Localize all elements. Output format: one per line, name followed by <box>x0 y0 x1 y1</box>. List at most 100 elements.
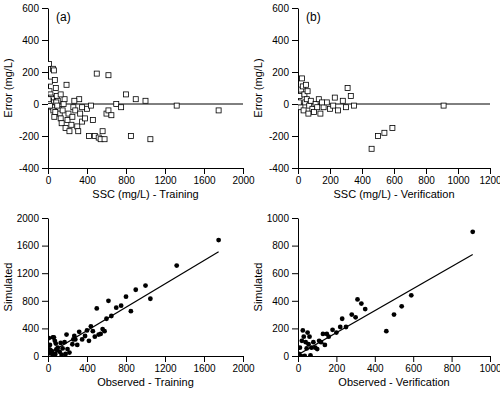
trend-line <box>48 252 219 354</box>
y-tick-label: 0 <box>283 351 289 362</box>
point <box>124 92 129 97</box>
point <box>65 118 70 123</box>
x-tick-label: 0 <box>296 363 302 374</box>
y-tick: 2000 <box>17 213 48 224</box>
point <box>55 103 60 108</box>
y-tick: 600 <box>272 268 298 279</box>
y-tick: 200 <box>22 67 48 78</box>
x-tick: 1000 <box>447 168 470 186</box>
point <box>106 108 111 113</box>
point <box>70 342 75 347</box>
y-tick-label: 400 <box>22 323 39 334</box>
x-tick-label: 1200 <box>154 363 177 374</box>
y-tick: 0 <box>283 99 298 110</box>
x-tick-label: 0 <box>46 363 52 374</box>
point <box>352 103 357 108</box>
x-tick-label: 800 <box>118 175 135 186</box>
y-tick-label: 400 <box>272 296 289 307</box>
point <box>344 105 349 110</box>
y-axis-title: Simulated <box>252 263 264 312</box>
x-tick-label: 200 <box>329 363 346 374</box>
x-tick: 800 <box>444 356 461 374</box>
y-tick-mark <box>42 246 48 247</box>
x-tick-label: 600 <box>405 363 422 374</box>
x-axis-title: SSC (mg/L) - Training <box>92 188 198 200</box>
point <box>300 76 305 81</box>
point <box>128 134 133 139</box>
x-tick-label: 0 <box>296 175 302 186</box>
x-tick-label: 2000 <box>232 175 255 186</box>
y-tick-label: 1600 <box>17 240 40 251</box>
point <box>340 316 345 321</box>
point <box>332 95 337 100</box>
x-tick-label: 2000 <box>232 363 255 374</box>
point <box>216 108 221 113</box>
point <box>100 129 105 134</box>
y-axis-title: Simulated <box>2 263 14 312</box>
point <box>305 89 310 94</box>
y-tick-mark <box>42 356 48 357</box>
x-tick-mark <box>204 168 205 174</box>
y-tick: -200 <box>269 131 298 142</box>
x-tick: 800 <box>418 168 435 186</box>
y-tick-label: 800 <box>272 240 289 251</box>
y-axis: -400-2000200400600 <box>269 3 299 174</box>
point <box>311 340 316 345</box>
point <box>114 305 119 310</box>
x-tick-mark <box>452 356 453 362</box>
y-tick-mark <box>292 40 298 41</box>
x-tick-label: 400 <box>354 175 371 186</box>
point <box>340 98 345 103</box>
x-tick-mark <box>426 168 427 174</box>
x-tick-label: 1600 <box>193 363 216 374</box>
x-tick-mark <box>375 356 376 362</box>
point <box>148 137 153 142</box>
point <box>48 62 51 67</box>
x-axis: 0400800120016002000 <box>46 356 255 374</box>
point <box>51 68 56 73</box>
x-tick-label: 1200 <box>154 175 177 186</box>
plot-area <box>298 229 475 356</box>
y-tick-label: 2000 <box>17 213 40 224</box>
point <box>345 86 350 91</box>
point <box>52 114 57 119</box>
x-tick-mark <box>126 356 127 362</box>
y-axis: -400-2000200400600 <box>19 3 49 174</box>
point <box>61 102 66 107</box>
panel: 020040060080010001200-400-2000200400600(… <box>252 3 500 200</box>
point <box>306 111 311 116</box>
x-tick-label: 1000 <box>447 175 470 186</box>
x-axis-line <box>49 168 244 169</box>
x-axis-title: SSC (mg/L) - Verification <box>333 188 454 200</box>
y-tick-mark <box>292 136 298 137</box>
point <box>312 110 317 115</box>
x-tick-label: 1000 <box>479 363 500 374</box>
y-tick: 200 <box>272 323 298 334</box>
point <box>324 332 329 337</box>
x-tick: 1200 <box>154 168 177 186</box>
point <box>359 301 364 306</box>
y-tick: -200 <box>19 131 48 142</box>
point <box>106 73 111 78</box>
point <box>390 126 395 131</box>
trend-line <box>298 255 473 355</box>
y-tick: 600 <box>22 3 48 14</box>
y-tick: 400 <box>272 296 298 307</box>
y-tick: 1200 <box>17 268 48 279</box>
point <box>124 294 129 299</box>
point <box>399 304 404 309</box>
point <box>69 122 74 127</box>
point <box>73 108 78 113</box>
panel-title: (a) <box>56 10 71 24</box>
x-tick-mark <box>330 168 331 174</box>
y-axis-line <box>298 219 299 357</box>
x-axis: 020040060080010001200 <box>296 168 500 186</box>
panel-title: (b) <box>306 10 321 24</box>
point <box>53 110 58 115</box>
y-tick-label: 400 <box>272 35 289 46</box>
y-tick-mark <box>292 72 298 73</box>
y-tick-label: 1000 <box>267 213 290 224</box>
point <box>102 137 107 142</box>
x-tick: 600 <box>405 356 422 374</box>
y-tick-mark <box>42 8 48 9</box>
